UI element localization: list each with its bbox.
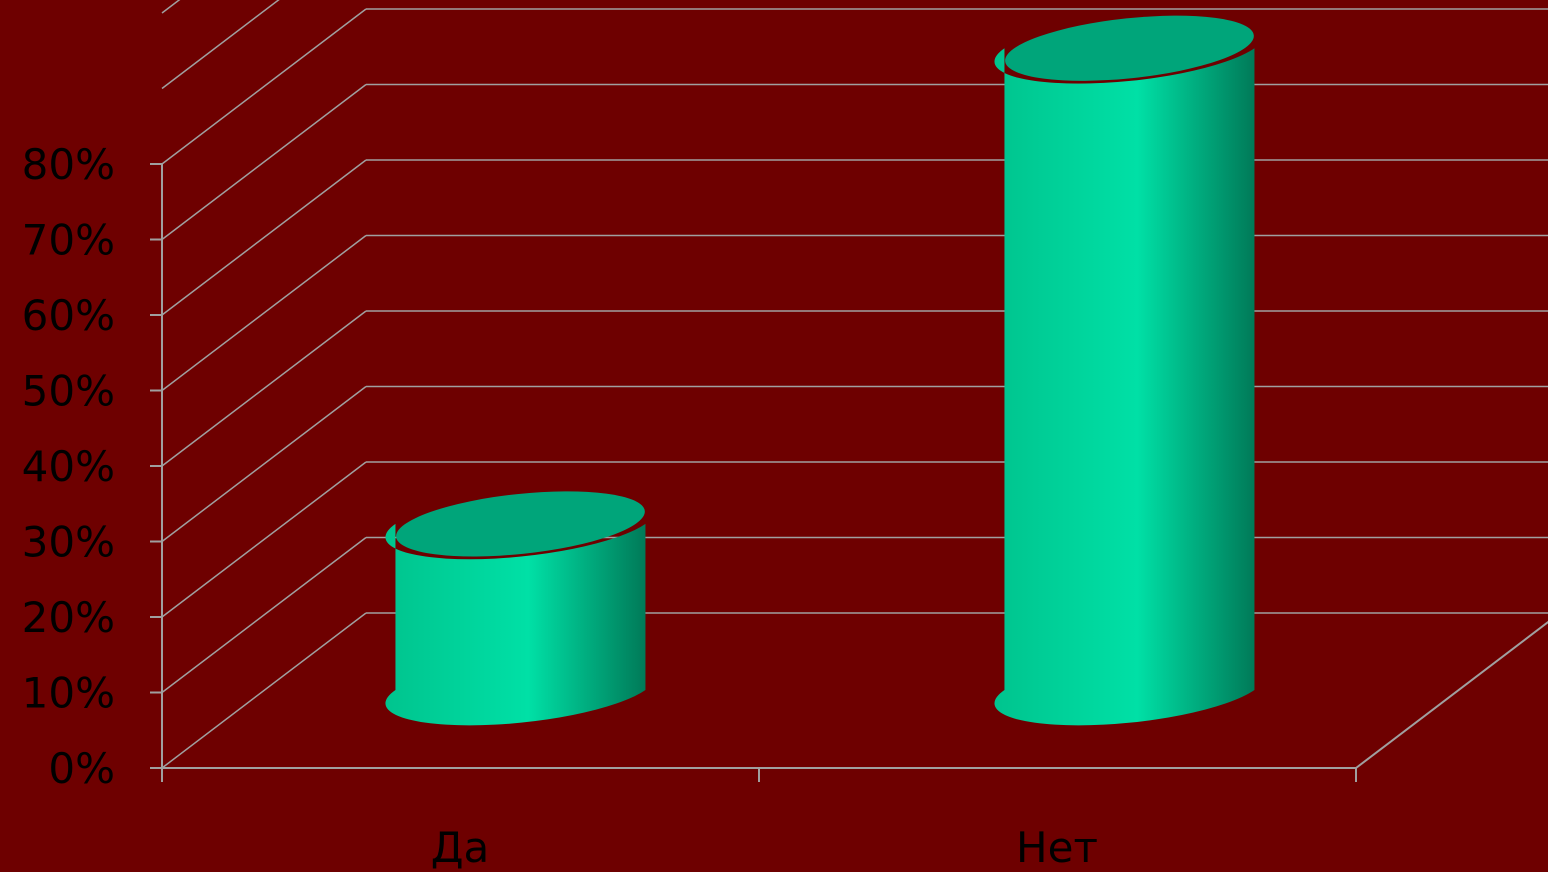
side-gridline: [161, 310, 367, 467]
axes: [150, 163, 1548, 782]
x-category-label: Да: [431, 823, 490, 872]
bar-net: [994, 15, 1255, 726]
bar-top-cap: [1005, 15, 1254, 81]
x-category-label: Нет: [1016, 823, 1098, 872]
bar-da: [385, 491, 646, 726]
bar-body: [385, 523, 646, 726]
y-tick-label: 60%: [22, 291, 115, 340]
floor-edge: [1355, 620, 1548, 769]
side-gridline: [161, 385, 367, 543]
bar-body: [994, 48, 1255, 726]
y-tick-label: 70%: [22, 216, 115, 265]
side-gridline: [161, 536, 367, 694]
side-gridline: [161, 8, 367, 165]
y-tick-label: 20%: [22, 593, 115, 642]
y-tick-label: 30%: [22, 518, 115, 567]
side-gridline: [161, 83, 367, 241]
side-gridline: [161, 159, 367, 316]
y-tick-label: 80%: [22, 140, 115, 189]
side-gridline: [161, 234, 367, 392]
side-gridline: [161, 0, 280, 90]
y-tick-label: 40%: [22, 442, 115, 491]
y-tick-label: 0%: [48, 744, 115, 793]
gridlines: [161, 0, 1548, 769]
bar-top-cap: [396, 491, 645, 557]
y-tick-label: 50%: [22, 367, 115, 416]
bars: [385, 15, 1255, 726]
side-gridline: [161, 461, 367, 618]
labels: 0% 10% 20% 30% 40% 50% 60% 70% 80% Да Нет: [22, 140, 1098, 872]
side-gridline: [161, 612, 367, 769]
y-tick-label: 10%: [22, 669, 115, 718]
